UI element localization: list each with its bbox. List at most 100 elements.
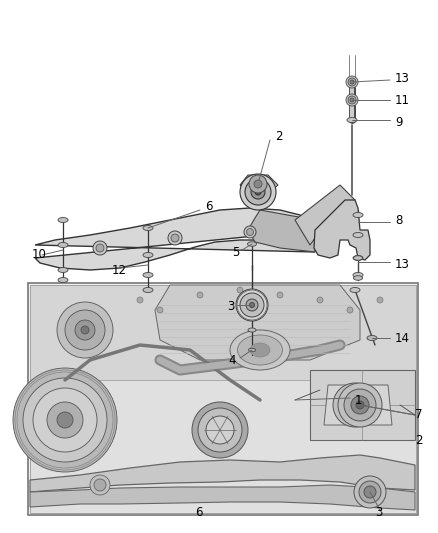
Circle shape [277,292,283,298]
Circle shape [47,402,83,438]
Text: 1: 1 [355,393,363,407]
Ellipse shape [353,213,363,217]
Ellipse shape [143,253,153,257]
Text: 13: 13 [395,71,410,85]
Text: 2: 2 [275,130,283,142]
Ellipse shape [248,328,256,332]
Circle shape [333,383,377,427]
Ellipse shape [353,256,363,260]
Circle shape [198,408,242,452]
Circle shape [236,289,268,321]
Text: 4: 4 [228,353,236,367]
Ellipse shape [58,278,68,282]
Text: 9: 9 [395,116,403,128]
Polygon shape [30,455,415,492]
Circle shape [317,297,323,303]
Circle shape [351,401,359,409]
Polygon shape [30,485,415,510]
Circle shape [347,307,353,313]
Circle shape [240,293,264,317]
Text: 12: 12 [112,263,127,277]
Circle shape [344,389,376,421]
Text: 7: 7 [415,408,423,422]
Text: 6: 6 [205,200,212,214]
Text: 14: 14 [395,332,410,344]
Circle shape [377,297,383,303]
Circle shape [65,310,105,350]
Text: 5: 5 [232,246,240,259]
FancyBboxPatch shape [28,283,418,515]
Ellipse shape [58,217,68,222]
Circle shape [346,76,358,88]
Ellipse shape [58,268,68,272]
Circle shape [356,401,364,409]
Circle shape [247,229,254,236]
Ellipse shape [367,335,377,341]
Circle shape [168,231,182,245]
Text: 11: 11 [395,93,410,107]
Circle shape [346,396,364,414]
Polygon shape [314,200,370,260]
Circle shape [249,175,267,193]
Circle shape [351,396,369,414]
Circle shape [338,383,382,427]
Ellipse shape [347,117,357,123]
Circle shape [254,180,262,188]
Text: 10: 10 [32,248,47,262]
Ellipse shape [350,287,360,293]
Circle shape [339,389,371,421]
Circle shape [255,189,261,195]
Ellipse shape [143,287,153,293]
Circle shape [245,179,271,205]
Circle shape [206,416,234,444]
Circle shape [197,292,203,298]
Text: 6: 6 [195,505,202,519]
Ellipse shape [143,272,153,278]
Polygon shape [248,210,315,252]
Circle shape [237,287,243,293]
Ellipse shape [230,330,290,370]
Ellipse shape [353,232,363,238]
Polygon shape [30,285,416,513]
Ellipse shape [353,255,363,261]
Circle shape [354,476,386,508]
Circle shape [246,299,258,311]
Text: 2: 2 [415,433,423,447]
Circle shape [240,174,276,210]
Text: 3: 3 [375,505,382,519]
Circle shape [81,326,89,334]
Circle shape [93,241,107,255]
Circle shape [348,78,356,86]
Ellipse shape [353,276,363,280]
Circle shape [137,297,143,303]
Ellipse shape [143,225,153,230]
Ellipse shape [248,348,255,352]
Circle shape [359,481,381,503]
Ellipse shape [58,243,68,247]
Circle shape [346,94,358,106]
Text: 8: 8 [395,214,403,227]
Circle shape [192,402,248,458]
Text: 3: 3 [227,301,234,313]
Polygon shape [155,285,360,360]
Circle shape [251,185,265,199]
Circle shape [13,368,117,472]
Circle shape [350,98,354,102]
Circle shape [90,475,110,495]
Circle shape [94,479,106,491]
Circle shape [75,320,95,340]
Ellipse shape [353,272,363,278]
Polygon shape [324,385,392,425]
Polygon shape [295,185,355,245]
Circle shape [57,412,73,428]
Polygon shape [240,175,278,192]
Circle shape [96,244,104,252]
Circle shape [348,96,356,104]
Circle shape [364,486,376,498]
Text: 13: 13 [395,257,410,271]
Circle shape [23,378,107,462]
Circle shape [350,80,354,84]
Polygon shape [310,370,415,440]
Circle shape [57,302,113,358]
Circle shape [157,307,163,313]
